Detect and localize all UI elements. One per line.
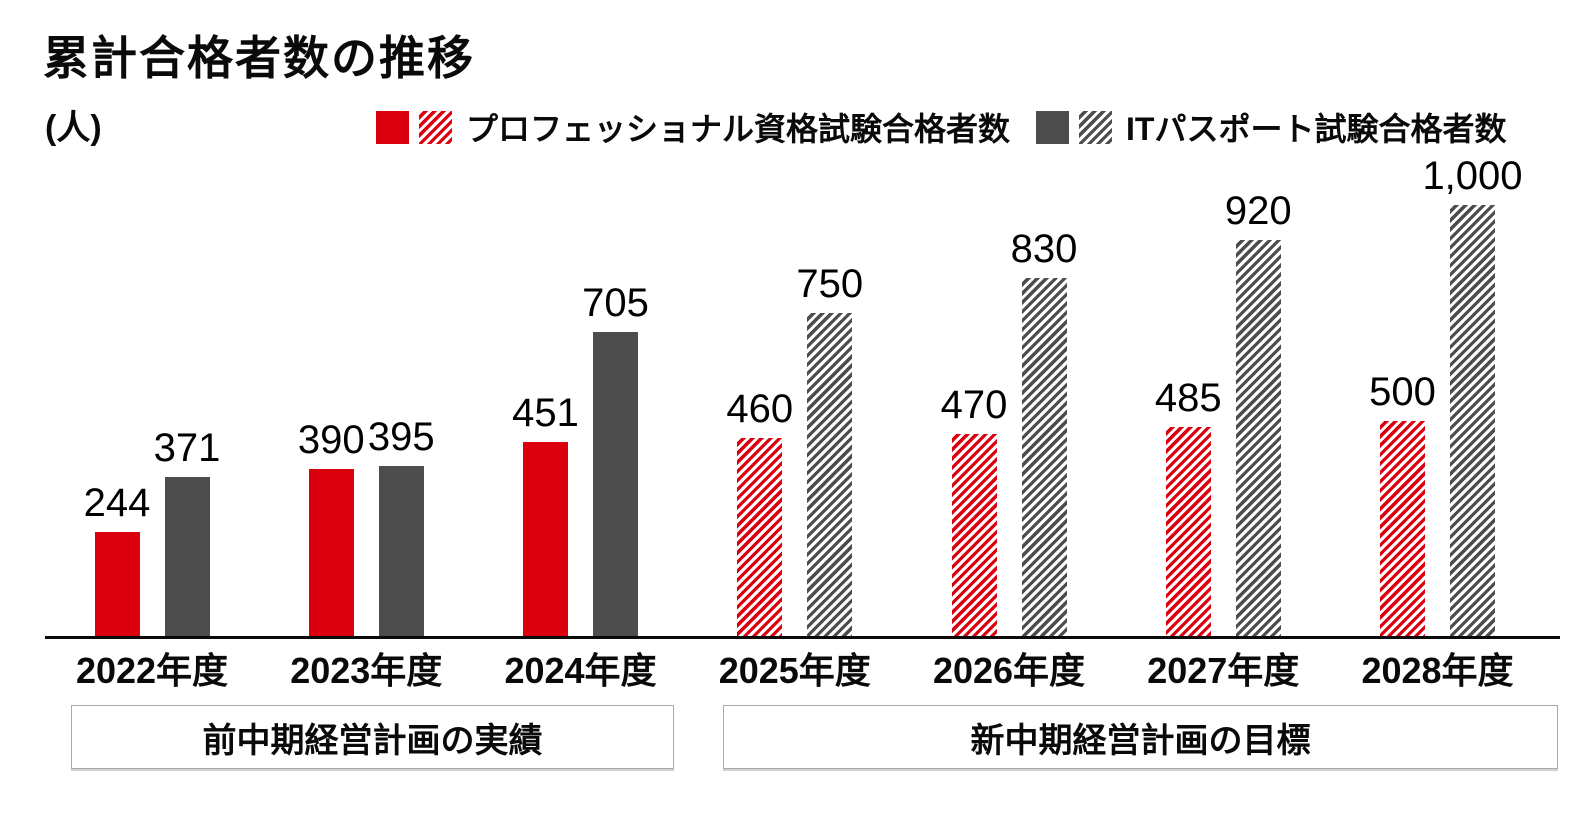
- x-axis-label-2023年度: 2023年度: [290, 650, 443, 691]
- bar-it-passport-2024年度: [593, 332, 638, 637]
- bar-value-label-it-passport-2026年度: 830: [1010, 227, 1078, 271]
- bar-value-label-professional-2028年度: 500: [1369, 370, 1436, 414]
- legend-solid-swatch-professional-icon: [376, 110, 409, 144]
- bar-it-passport-2022年度: [164, 477, 210, 637]
- period-box-actual: 前中期経営計画の実績: [71, 705, 674, 769]
- bar-value-label-professional-2025年度: 460: [726, 387, 794, 431]
- period-box-target-label: 新中期経営計画の目標: [970, 721, 1311, 760]
- bar-professional-2024年度: [523, 442, 568, 637]
- x-axis-label-2027年度: 2027年度: [1147, 650, 1300, 691]
- x-axis-label-2025年度: 2025年度: [718, 650, 871, 691]
- bar-value-label-it-passport-2025年度: 750: [796, 262, 864, 306]
- bar-value-label-professional-2023年度: 390: [297, 418, 365, 462]
- bar-value-label-it-passport-2024年度: 705: [582, 281, 649, 325]
- bar-professional-2027年度: [1165, 427, 1211, 637]
- bar-value-label-it-passport-2027年度: 920: [1224, 189, 1292, 233]
- legend-hatched-swatch-professional-icon: [419, 110, 452, 144]
- x-axis-label-2024年度: 2024年度: [504, 650, 657, 691]
- period-box-target: 新中期経営計画の目標: [723, 705, 1558, 769]
- bar-it-passport-2026年度: [1021, 278, 1067, 637]
- legend-hatched-swatch-it-passport-icon: [1079, 110, 1112, 144]
- bar-value-label-professional-2022年度: 244: [83, 481, 151, 525]
- y-axis-unit-label: (人): [45, 109, 102, 147]
- legend-item-professional: プロフェッショナル資格試験合格者数: [376, 104, 1010, 150]
- bar-it-passport-2027年度: [1235, 240, 1281, 637]
- bar-it-passport-2028年度: [1450, 205, 1495, 637]
- x-axis-label-2022年度: 2022年度: [75, 650, 229, 691]
- bar-value-label-it-passport-2028年度: 1,000: [1422, 154, 1523, 198]
- bar-value-label-professional-2027年度: 485: [1154, 376, 1222, 420]
- legend-label-it-passport: ITパスポート試験合格者数: [1126, 111, 1507, 147]
- page-title: 累計合格者数の推移: [43, 32, 475, 84]
- legend-item-it-passport: ITパスポート試験合格者数: [1036, 104, 1506, 150]
- bar-it-passport-2023年度: [378, 466, 424, 637]
- bar-professional-2028年度: [1380, 421, 1425, 637]
- x-axis-line: [45, 636, 1560, 639]
- legend-label-professional: プロフェッショナル資格試験合格者数: [466, 111, 1011, 147]
- bar-professional-2022年度: [94, 532, 140, 637]
- bar-value-label-professional-2026年度: 470: [940, 383, 1008, 427]
- bar-value-label-professional-2024年度: 451: [512, 391, 579, 435]
- period-box-actual-label: 前中期経営計画の実績: [202, 721, 543, 760]
- bar-it-passport-2025年度: [807, 313, 853, 637]
- bar-value-label-it-passport-2023年度: 395: [367, 415, 435, 459]
- bar-professional-2023年度: [308, 469, 354, 637]
- x-axis-label-2026年度: 2026年度: [932, 650, 1086, 691]
- legend-solid-swatch-it-passport-icon: [1036, 110, 1069, 144]
- bar-professional-2025年度: [737, 438, 783, 637]
- bar-value-label-it-passport-2022年度: 371: [153, 426, 221, 470]
- bar-professional-2026年度: [951, 434, 997, 637]
- x-axis-label-2028年度: 2028年度: [1361, 650, 1514, 691]
